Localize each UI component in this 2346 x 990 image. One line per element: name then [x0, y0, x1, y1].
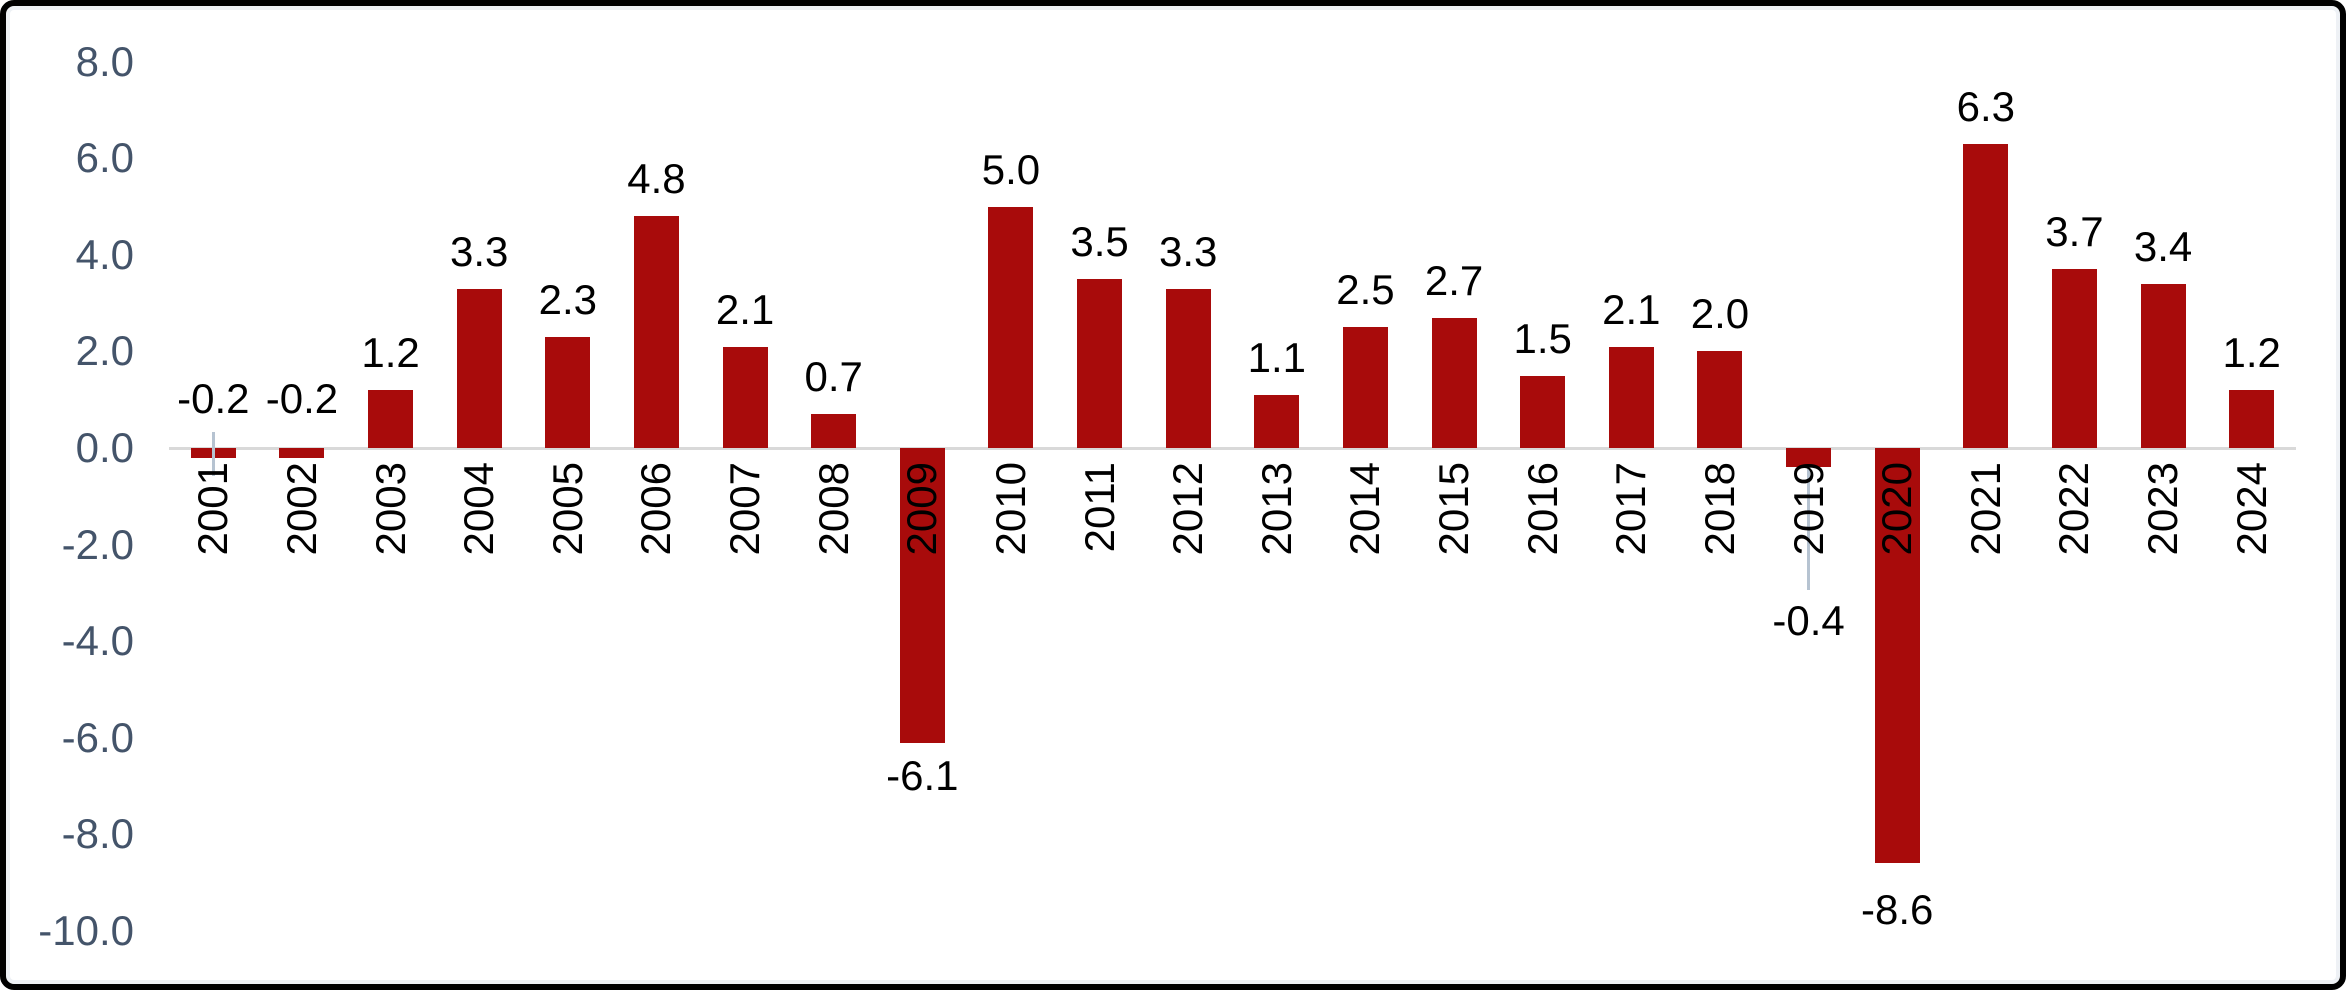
bar-value-label-2002: -0.2	[265, 375, 339, 422]
x-axis-label-2007: 2007	[721, 462, 769, 556]
y-axis-tick-label: -10.0	[38, 907, 134, 954]
bar-2002	[279, 448, 325, 458]
x-axis-label-2021: 2021	[1961, 462, 2009, 556]
y-axis-tick-label: 8.0	[75, 37, 134, 85]
bar-2021	[1963, 143, 2009, 448]
bar-2006	[633, 216, 679, 448]
bar-value-label-2014: 2.5	[1336, 266, 1395, 314]
bar-2010	[988, 206, 1034, 448]
bar-value-label-2005: 2.3	[538, 275, 597, 323]
x-axis-label-2008: 2008	[809, 462, 857, 556]
bar-2014	[1342, 327, 1388, 448]
x-axis-label-2019: 2019	[1784, 462, 1832, 556]
bar-value-label-2018: 2.0	[1690, 290, 1750, 338]
bar-2020	[1874, 448, 1920, 864]
x-axis-label-2010: 2010	[986, 462, 1034, 556]
bar-value-label-2021: 6.3	[1956, 82, 2015, 130]
bar-chart: 8.0 6.0 4.0 2.0 0.0 -2.0 -4.0 -6.0 -8.0 -10.0 2001…	[6, 6, 2340, 984]
x-axis-label-2016: 2016	[1518, 462, 1566, 556]
bar-value-label-2017: 2.1	[1602, 285, 1661, 333]
bar-2005	[545, 336, 591, 448]
x-axis-label-2006: 2006	[632, 462, 680, 556]
bar-value-label-2010: 5.0	[981, 145, 1041, 193]
x-axis-label-2004: 2004	[455, 462, 503, 556]
bar-2004	[456, 288, 502, 448]
y-axis-tick-label: -8.0	[61, 810, 134, 858]
bar-value-label-2006: 4.8	[627, 155, 686, 203]
x-axis-label-2011: 2011	[1075, 462, 1123, 553]
bar-2023	[2140, 283, 2186, 448]
y-axis-tick-label: 6.0	[75, 134, 134, 182]
bar-value-label-2008: 0.7	[804, 353, 863, 401]
bar-2024	[2229, 390, 2275, 448]
bar-2008	[811, 414, 857, 448]
x-axis-label-2018: 2018	[1695, 462, 1743, 556]
bar-value-label-2013: 1.1	[1247, 333, 1306, 381]
bar-value-label-2007: 2.1	[715, 285, 775, 333]
bar-2003	[368, 390, 414, 448]
bar-2017	[1608, 346, 1654, 448]
y-axis-tick-label: 2.0	[75, 327, 134, 375]
leader-line-2001	[211, 432, 215, 476]
x-axis-label-2014: 2014	[1341, 462, 1389, 556]
x-axis-label-2023: 2023	[2139, 462, 2187, 556]
bar-value-label-2022: 3.7	[2045, 208, 2104, 256]
x-axis-label-2012: 2012	[1164, 462, 1212, 556]
bar-2013	[1254, 394, 1300, 448]
bar-value-label-2004: 3.3	[449, 227, 509, 275]
bar-value-label-2016: 1.5	[1513, 314, 1572, 362]
y-axis-tick-label: 4.0	[75, 230, 134, 278]
bar-value-label-2020: -8.6	[1861, 886, 1934, 934]
bar-value-label-2001: -0.2	[177, 375, 250, 422]
bar-2007	[722, 346, 768, 448]
y-axis-tick-label: 0.0	[75, 424, 134, 471]
bar-value-label-2009: -6.1	[886, 751, 959, 799]
bar-2012	[1165, 288, 1211, 448]
bar-2019	[1786, 448, 1832, 468]
bar-2016	[1520, 375, 1566, 448]
bar-value-label-2015: 2.7	[1424, 256, 1484, 304]
bar-2009	[899, 448, 945, 743]
bar-value-label-2024: 1.2	[2222, 329, 2281, 377]
x-axis-label-2005: 2005	[543, 462, 591, 556]
bar-value-label-2012: 3.3	[1158, 227, 1218, 275]
x-axis-line	[169, 447, 2296, 450]
x-axis-label-2013: 2013	[1252, 462, 1300, 556]
bar-2015	[1431, 317, 1477, 448]
bar-2018	[1697, 351, 1743, 448]
leader-line-2019	[1807, 469, 1811, 590]
x-axis-label-2002: 2002	[277, 462, 325, 556]
bar-value-label-2023: 3.4	[2133, 222, 2193, 270]
x-axis-label-2001: 2001	[189, 462, 237, 556]
x-axis-label-2015: 2015	[1430, 462, 1478, 556]
x-axis-label-2020: 2020	[1873, 462, 1921, 556]
y-axis-tick-label: -6.0	[61, 713, 134, 761]
x-axis-label-2022: 2022	[2050, 462, 2098, 556]
bar-value-label-2011: 3.5	[1070, 217, 1129, 265]
x-axis-label-2024: 2024	[2227, 462, 2275, 556]
x-axis-label-2003: 2003	[366, 462, 414, 556]
bar-value-label-2003: 1.2	[361, 329, 420, 377]
y-axis-tick-label: -2.0	[61, 520, 134, 568]
x-axis-label-2017: 2017	[1607, 462, 1655, 556]
y-axis-tick-label: -4.0	[61, 617, 134, 665]
bar-2011	[1077, 278, 1123, 448]
x-axis-label-2009: 2009	[898, 462, 946, 556]
bar-2022	[2051, 269, 2097, 448]
bar-value-label-2019: -0.4	[1772, 597, 1845, 644]
